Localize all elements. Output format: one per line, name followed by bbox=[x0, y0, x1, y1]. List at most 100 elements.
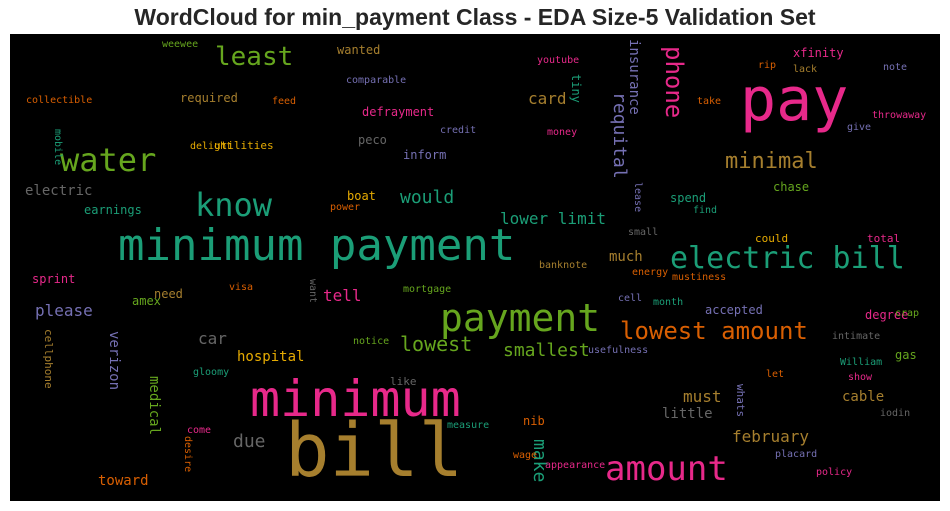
wordcloud-word: like bbox=[390, 375, 417, 388]
wordcloud-word: verizon bbox=[106, 331, 122, 391]
wordcloud-word: insurance bbox=[626, 39, 642, 115]
wordcloud-word: energy bbox=[632, 267, 669, 278]
wordcloud-word: delight bbox=[190, 141, 233, 152]
wordcloud-word: month bbox=[653, 297, 684, 308]
wordcloud-word: amex bbox=[132, 294, 161, 308]
wordcloud-word: peco bbox=[358, 133, 387, 147]
wordcloud-canvas: bill minimum payment pay minimum payment elec… bbox=[10, 34, 940, 501]
wordcloud-word: give bbox=[847, 122, 872, 133]
wordcloud-word: appearance bbox=[545, 460, 606, 471]
wordcloud-word: amount bbox=[605, 449, 728, 489]
wordcloud-word: desire bbox=[182, 436, 193, 473]
wordcloud-word: minimum payment bbox=[118, 220, 516, 271]
wordcloud-word: degree bbox=[865, 308, 909, 322]
wordcloud-word: due bbox=[233, 431, 266, 452]
wordcloud-word: cellphone bbox=[42, 329, 55, 389]
wordcloud-word: lower limit bbox=[500, 209, 606, 228]
wordcloud-word: least bbox=[215, 42, 294, 72]
wordcloud-word: medical bbox=[146, 376, 162, 436]
wordcloud-word: little bbox=[662, 406, 713, 422]
wordcloud-word: want bbox=[307, 279, 318, 304]
wordcloud-word: gloomy bbox=[193, 367, 230, 378]
wordcloud-word: spend bbox=[670, 191, 707, 205]
wordcloud-word: youtube bbox=[537, 55, 580, 66]
wordcloud-word: earnings bbox=[84, 203, 142, 217]
wordcloud-word: tell bbox=[323, 286, 362, 305]
wordcloud-word: chase bbox=[773, 180, 810, 194]
wordcloud-word: cell bbox=[618, 293, 643, 304]
wordcloud-word: power bbox=[330, 202, 361, 213]
wordcloud-word: please bbox=[35, 301, 93, 320]
wordcloud-word: much bbox=[609, 249, 643, 265]
wordcloud-word: required bbox=[180, 91, 238, 105]
wordcloud-word: crap bbox=[895, 308, 920, 319]
wordcloud-word: must bbox=[683, 387, 722, 406]
wordcloud-word: mobile bbox=[52, 129, 63, 166]
wordcloud-word: hospital bbox=[237, 349, 305, 365]
wordcloud-word: lease bbox=[632, 182, 643, 213]
wordcloud-word: defrayment bbox=[362, 105, 435, 119]
wordcloud-word: inform bbox=[403, 148, 447, 162]
chart-title: WordCloud for min_payment Class - EDA Si… bbox=[134, 4, 816, 30]
wordcloud-word: let bbox=[766, 369, 785, 380]
wordcloud-word: accepted bbox=[705, 303, 763, 317]
wordcloud-word: feed bbox=[272, 96, 297, 107]
wordcloud-word: card bbox=[528, 89, 567, 108]
wordcloud-word: money bbox=[547, 127, 578, 138]
wordcloud-word: boat bbox=[347, 189, 376, 203]
wordcloud-word: policy bbox=[816, 467, 853, 478]
wordcloud-word: phone bbox=[660, 46, 688, 119]
wordcloud-word: collectible bbox=[26, 95, 93, 106]
wordcloud-word: whats bbox=[734, 384, 747, 418]
wordcloud-word: placard bbox=[775, 449, 818, 460]
wordcloud-word: car bbox=[198, 329, 227, 348]
wordcloud-word: come bbox=[187, 425, 212, 436]
wordcloud-word: mustiness bbox=[672, 272, 727, 283]
wordcloud-word: lack bbox=[793, 64, 818, 75]
wordcloud-word: comparable bbox=[346, 75, 407, 86]
wordcloud-word: cable bbox=[842, 389, 885, 405]
wordcloud-word: nib bbox=[523, 414, 545, 428]
wordcloud-word: small bbox=[628, 227, 659, 238]
wordcloud-word: find bbox=[693, 205, 718, 216]
wordcloud-word: xfinity bbox=[793, 46, 844, 60]
wordcloud-word: lowest amount bbox=[620, 317, 808, 345]
wordcloud-word: note bbox=[883, 62, 908, 73]
wordcloud-word: credit bbox=[440, 125, 477, 136]
wordcloud-word: electric bill bbox=[670, 241, 905, 276]
wordcloud-word: iodin bbox=[880, 408, 911, 419]
wordcloud-word: measure bbox=[447, 420, 490, 431]
wordcloud-word: minimum bbox=[250, 370, 461, 428]
wordcloud-word: usefulness bbox=[588, 345, 649, 356]
wordcloud-word: William bbox=[840, 357, 883, 368]
wordcloud-word: intimate bbox=[832, 331, 881, 342]
wordcloud-word: smallest bbox=[503, 340, 590, 361]
wordcloud-word: wage bbox=[513, 450, 538, 461]
wordcloud-word: sprint bbox=[32, 272, 76, 286]
wordcloud-word: tiny bbox=[569, 74, 583, 103]
wordcloud-word: payment bbox=[440, 296, 601, 340]
wordcloud-word: take bbox=[697, 96, 722, 107]
wordcloud-word: minimal bbox=[725, 149, 818, 174]
wordcloud-word: total bbox=[867, 232, 901, 245]
wordcloud-word: need bbox=[154, 287, 183, 301]
wordcloud-word: could bbox=[755, 232, 789, 245]
wordcloud-word: gas bbox=[895, 348, 917, 362]
wordcloud-word: weewee bbox=[162, 39, 199, 50]
wordcloud-word: water bbox=[60, 141, 157, 179]
wordcloud-word: electric bbox=[25, 183, 93, 199]
wordcloud-word: pay bbox=[740, 65, 849, 135]
wordcloud-word: notice bbox=[353, 336, 390, 347]
wordcloud-word: toward bbox=[98, 473, 149, 489]
wordcloud-word: show bbox=[848, 372, 873, 383]
wordcloud-word: bill bbox=[285, 408, 464, 494]
wordcloud-word: mortgage bbox=[403, 284, 452, 295]
wordcloud-word: utilities bbox=[214, 139, 274, 152]
wordcloud-word: wanted bbox=[337, 43, 381, 57]
wordcloud-word: would bbox=[400, 187, 455, 208]
wordcloud-word: throwaway bbox=[872, 110, 927, 121]
wordcloud-word: rip bbox=[758, 60, 777, 71]
wordcloud-word: banknote bbox=[539, 260, 588, 271]
wordcloud-word: february bbox=[732, 427, 810, 446]
wordcloud-word: visa bbox=[229, 282, 254, 293]
